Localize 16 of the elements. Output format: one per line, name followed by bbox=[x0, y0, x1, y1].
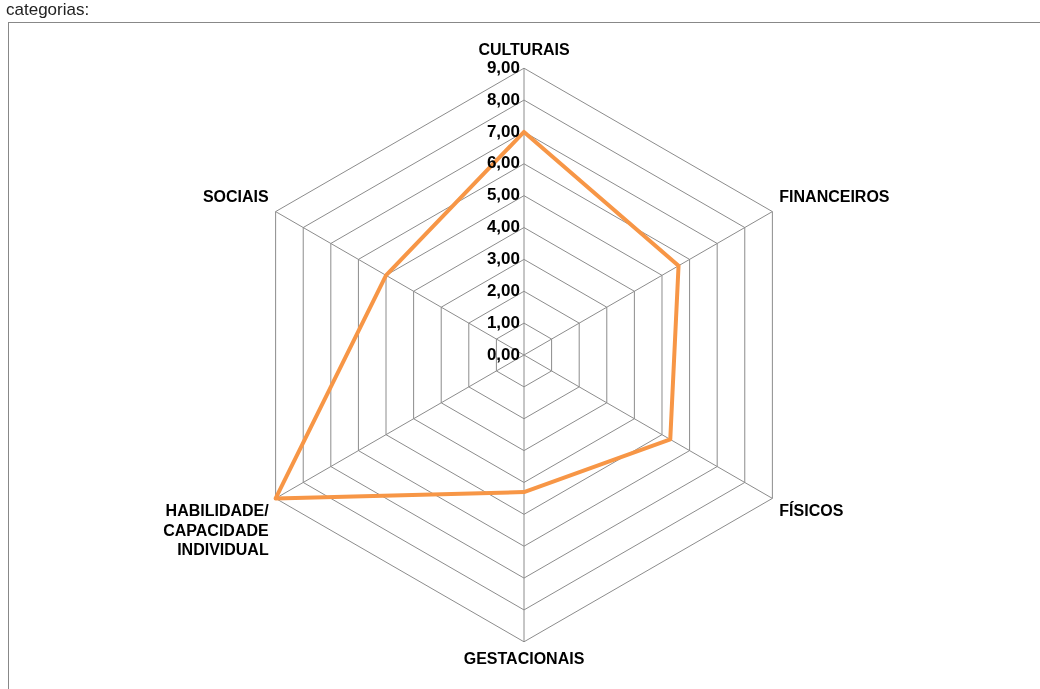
spoke-label: CULTURAIS bbox=[478, 41, 570, 59]
y-tick-label: 8,00 bbox=[486, 89, 520, 109]
y-tick-label: 9,00 bbox=[486, 57, 520, 77]
spoke-label: FINANCEIROS bbox=[779, 188, 890, 206]
y-tick-label: 2,00 bbox=[486, 280, 520, 300]
y-tick-label: 4,00 bbox=[486, 217, 520, 237]
y-tick-label: 7,00 bbox=[486, 121, 520, 141]
spoke-label: HABILIDADE/ CAPACIDADE INDIVIDUAL bbox=[163, 502, 270, 558]
spoke-label: FÍSICOS bbox=[779, 501, 844, 520]
text: categorias: bbox=[6, 0, 90, 20]
y-tick-label: 5,00 bbox=[486, 185, 520, 205]
spoke-label: GESTACIONAIS bbox=[463, 649, 585, 667]
spoke-label: SOCIAIS bbox=[202, 188, 270, 206]
y-tick-label: 3,00 bbox=[486, 249, 520, 269]
y-tick-label: 1,00 bbox=[486, 312, 520, 332]
y-tick-label: 0,00 bbox=[486, 344, 520, 364]
